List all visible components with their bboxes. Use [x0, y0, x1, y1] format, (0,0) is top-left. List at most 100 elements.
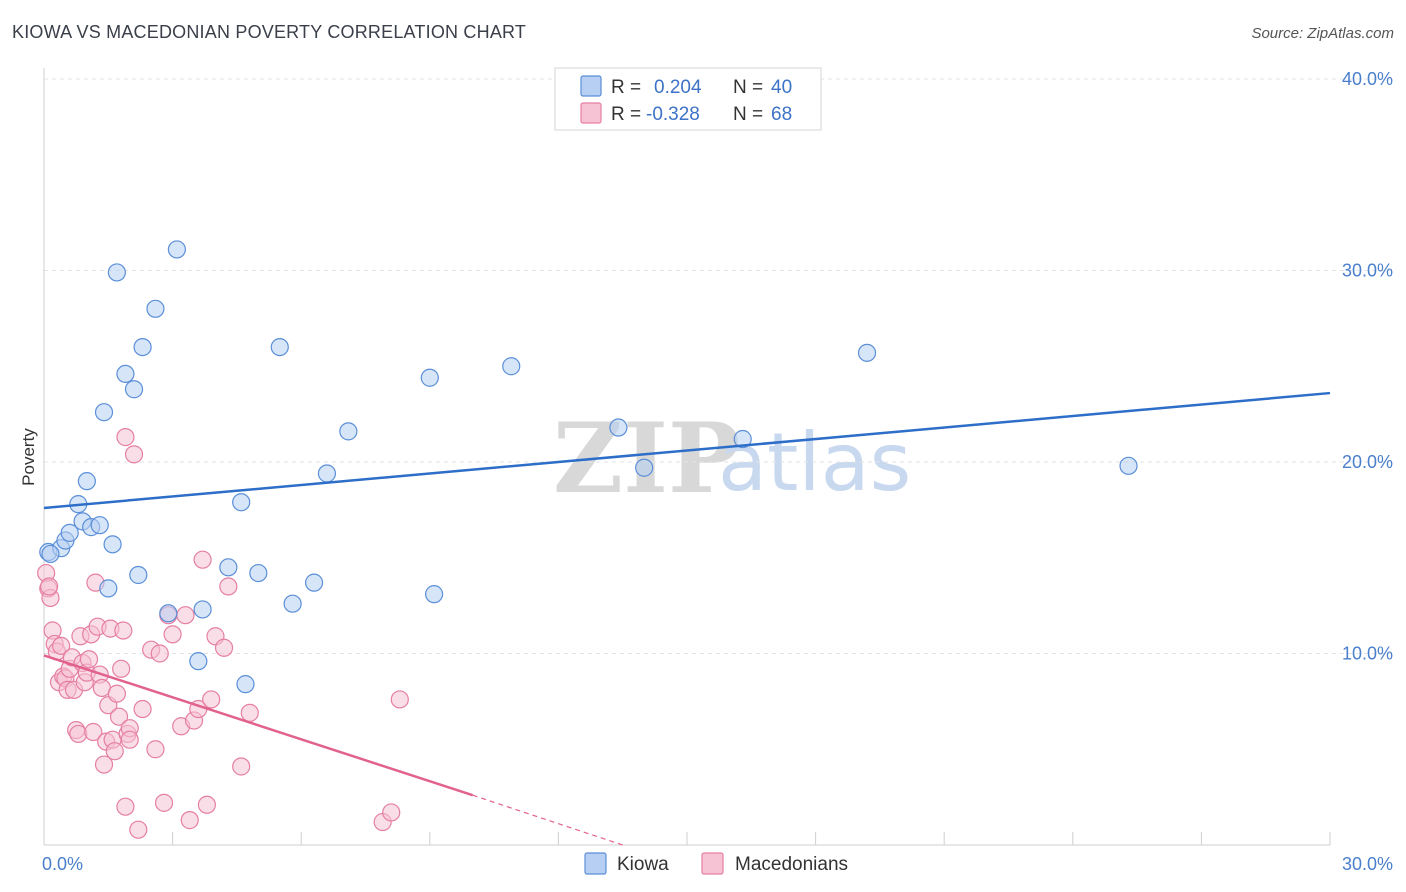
macedonians-point [382, 803, 401, 822]
kiowa-point [270, 338, 289, 357]
grid [44, 78, 1392, 654]
kiowa-point [424, 585, 444, 604]
macedonians-point [232, 757, 251, 776]
legend-macedonians-r-label: R = [611, 104, 641, 125]
trendlines [43, 391, 1331, 846]
macedonians-point [107, 684, 126, 703]
legend-bottom-kiowa-label: Kiowa [617, 854, 669, 875]
kiowa-point [304, 573, 324, 592]
macedonians-point [69, 724, 88, 744]
legend-macedonians-swatch [580, 102, 602, 124]
macedonians-point [154, 793, 174, 812]
macedonians-point [120, 730, 139, 749]
macedonians-point [180, 811, 199, 830]
chart-source: Source: ZipAtlas.com [1251, 25, 1394, 42]
kiowa-point [146, 299, 165, 318]
kiowa-point [420, 368, 439, 387]
macedonians-point [150, 644, 169, 663]
kiowa-point [94, 403, 114, 422]
axes [43, 68, 1331, 846]
macedonians-point [94, 755, 114, 774]
macedonians-trendline [43, 654, 474, 797]
macedonians-point [84, 722, 103, 742]
kiowa-point [609, 418, 628, 437]
tick-labels: 10.0% 20.0% 30.0% 40.0% 0.0% 30.0% [42, 69, 1393, 874]
y-tick-label: 40.0% [1342, 69, 1393, 89]
macedonians-point [124, 445, 144, 464]
kiowa-point [733, 429, 752, 449]
kiowa-point [502, 357, 521, 376]
macedonians-point [133, 699, 152, 719]
legend-macedonians-r-value: -0.328 [646, 104, 700, 125]
kiowa-point [41, 544, 60, 564]
kiowa-point [90, 516, 109, 535]
macedonians-point [112, 659, 131, 678]
macedonians-point [105, 742, 124, 761]
macedonians-point [52, 636, 71, 655]
kiowa-point [167, 240, 186, 259]
watermark-zip: ZIP [553, 402, 740, 515]
macedonians-point [197, 795, 216, 814]
legend-kiowa-swatch [580, 75, 602, 97]
kiowa-point [60, 523, 79, 542]
kiowa-point [219, 558, 238, 577]
macedonians-point [202, 690, 221, 709]
kiowa-point [635, 458, 654, 477]
macedonians-point [214, 638, 234, 657]
macedonians-point [109, 707, 129, 726]
kiowa-point [283, 594, 302, 613]
y-tick-label: 20.0% [1342, 452, 1393, 472]
kiowa-point [857, 343, 877, 362]
kiowa-point [232, 493, 251, 512]
y-tick-label: 30.0% [1342, 261, 1393, 281]
macedonians-point [116, 428, 135, 447]
kiowa-point [99, 579, 118, 598]
kiowa-point [77, 472, 96, 491]
kiowa-trendline [43, 391, 1331, 510]
kiowa-point [236, 675, 255, 694]
macedonians-point [146, 740, 165, 759]
macedonians-point [116, 797, 135, 816]
legend-bottom-macedonians-label: Macedonians [735, 854, 848, 875]
kiowa-points [39, 240, 1138, 694]
legend-kiowa-n-label: N = [733, 77, 763, 98]
kiowa-point [249, 563, 268, 583]
y-tick-label: 10.0% [1342, 644, 1393, 664]
legend-kiowa-r-value: 0.204 [654, 77, 702, 98]
x-tick-label: 30.0% [1342, 854, 1393, 874]
kiowa-point [159, 604, 178, 623]
macedonians-points [37, 428, 409, 839]
macedonians-point [129, 820, 148, 839]
legend-macedonians-n-label: N = [733, 104, 763, 125]
macedonians-point [40, 577, 59, 596]
macedonians-point [163, 625, 182, 644]
legend-bottom-kiowa-swatch [584, 852, 607, 875]
legend-macedonians-n-value: 68 [771, 104, 792, 125]
kiowa-point [1119, 456, 1138, 475]
kiowa-point [116, 364, 135, 384]
macedonians-point [193, 550, 212, 569]
kiowa-point [107, 263, 126, 282]
kiowa-point [189, 652, 208, 671]
kiowa-point [133, 338, 152, 357]
legend-kiowa-n-value: 40 [771, 77, 792, 98]
legend-top: R = 0.204 N = 40 R = -0.328 N = 68 [554, 67, 822, 131]
legend-kiowa-r-label: R = [611, 77, 641, 98]
macedonians-point [240, 703, 259, 722]
legend-bottom-macedonians-swatch [701, 852, 724, 875]
kiowa-point [103, 535, 122, 554]
kiowa-point [317, 464, 337, 483]
kiowa-point [124, 380, 144, 399]
macedonians-point [176, 606, 195, 625]
chart-title: KIOWA VS MACEDONIAN POVERTY CORRELATION … [12, 22, 527, 42]
kiowa-point [193, 600, 212, 619]
macedonians-trendline-extension [472, 794, 623, 846]
kiowa-point [129, 565, 148, 585]
macedonians-point [219, 577, 238, 596]
x-tick-label: 0.0% [42, 854, 83, 874]
macedonians-point [114, 621, 133, 640]
kiowa-point [339, 422, 358, 441]
legend-bottom: Kiowa Macedonians [584, 852, 848, 875]
y-axis-label: Poverty [19, 428, 38, 486]
